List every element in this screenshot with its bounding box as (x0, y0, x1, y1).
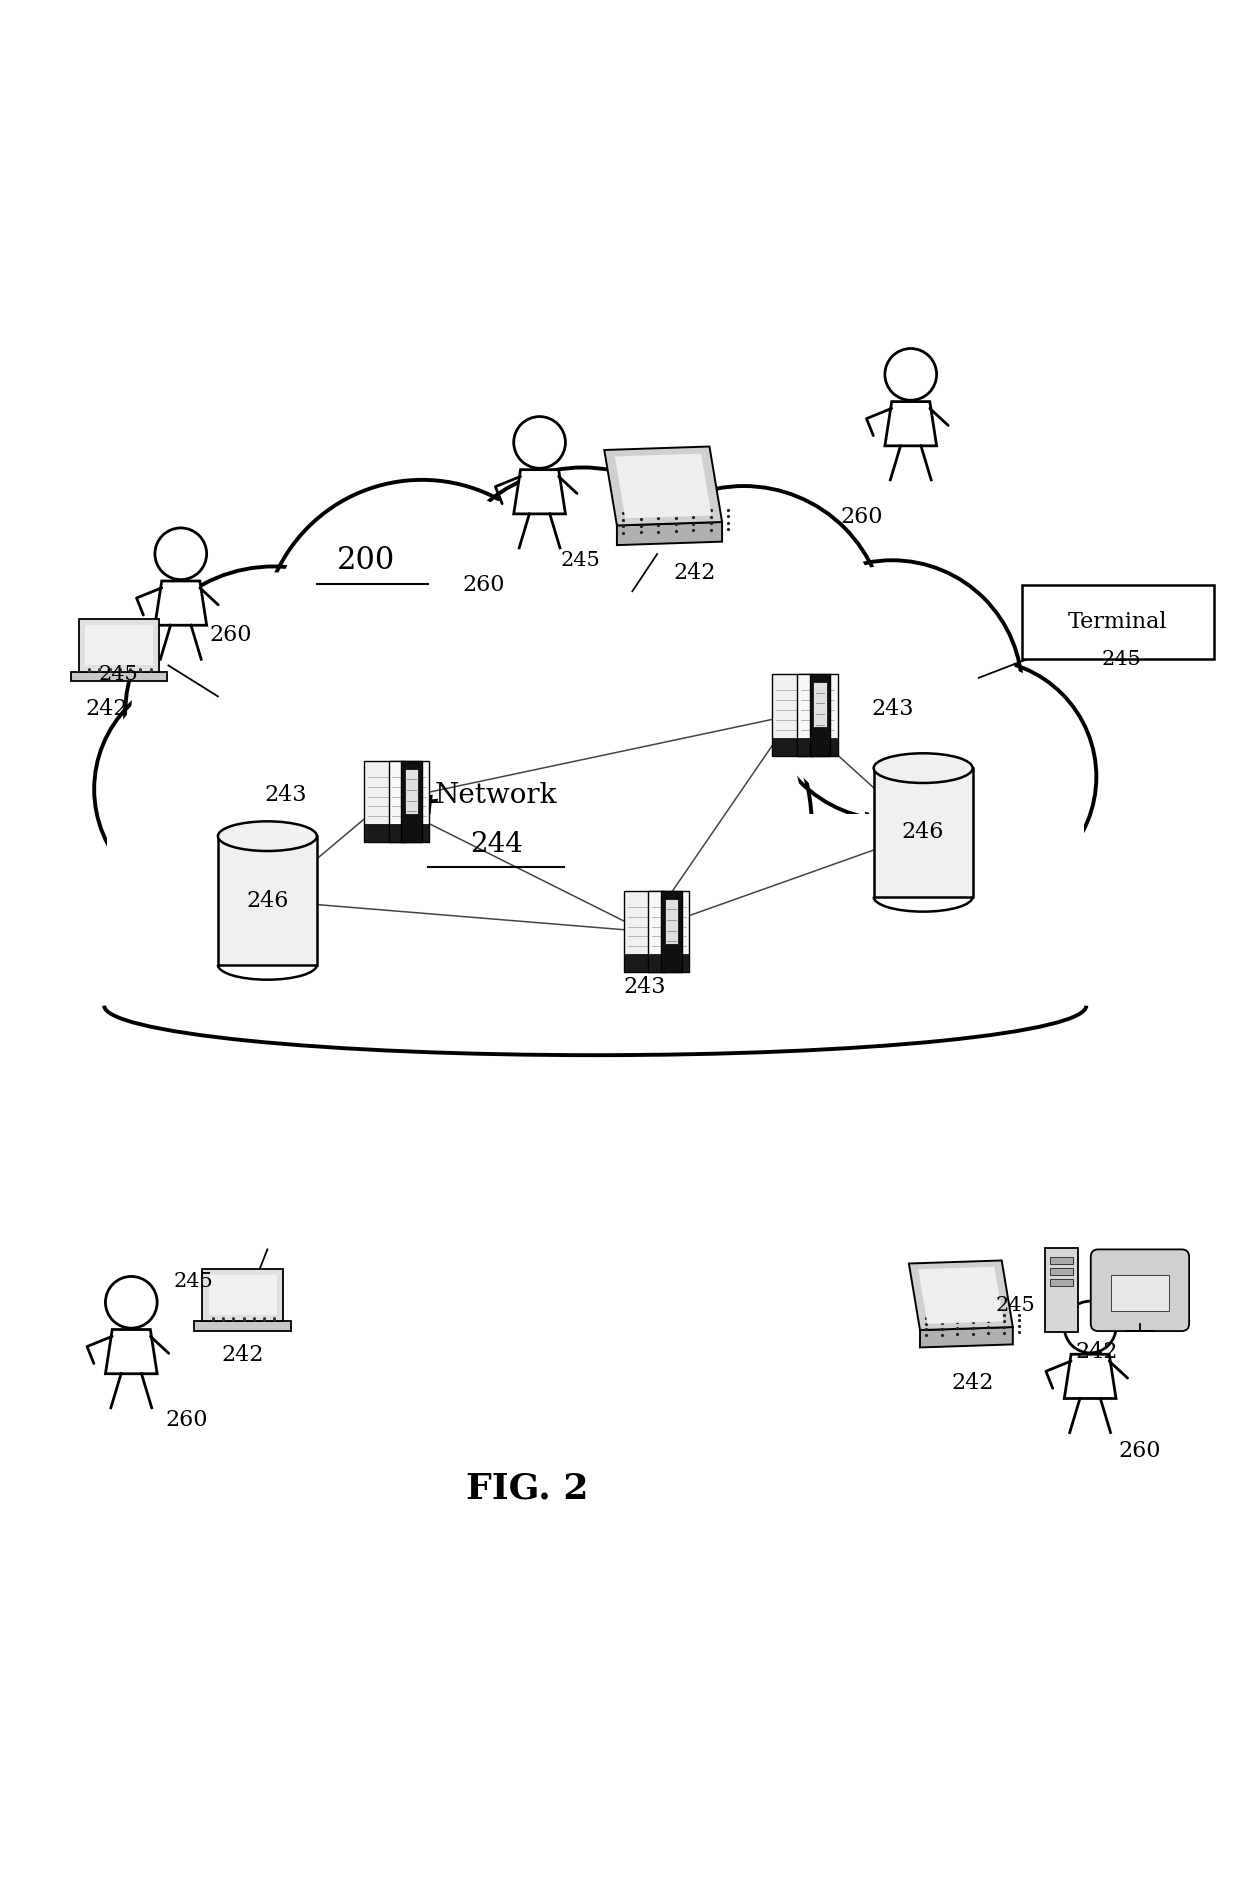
Circle shape (125, 566, 422, 863)
Circle shape (1064, 1302, 1116, 1353)
FancyBboxPatch shape (874, 768, 972, 897)
FancyBboxPatch shape (218, 836, 317, 965)
Text: 245: 245 (174, 1271, 213, 1290)
Text: 245: 245 (560, 551, 600, 570)
Circle shape (94, 671, 330, 906)
Circle shape (763, 560, 1022, 821)
Text: FIG. 2: FIG. 2 (466, 1471, 589, 1505)
FancyBboxPatch shape (365, 825, 405, 842)
FancyBboxPatch shape (649, 891, 689, 973)
Ellipse shape (874, 752, 972, 783)
FancyBboxPatch shape (773, 737, 813, 756)
FancyBboxPatch shape (405, 770, 418, 813)
FancyBboxPatch shape (1111, 1275, 1169, 1311)
Text: 245: 245 (996, 1296, 1035, 1315)
FancyBboxPatch shape (1022, 585, 1214, 659)
FancyBboxPatch shape (1050, 1256, 1073, 1264)
Circle shape (105, 1277, 157, 1328)
Circle shape (862, 659, 1096, 895)
Text: 242: 242 (1075, 1341, 1117, 1364)
Polygon shape (920, 1326, 1013, 1347)
Circle shape (99, 676, 325, 902)
FancyBboxPatch shape (810, 674, 831, 756)
Text: 243: 243 (624, 977, 666, 998)
Polygon shape (615, 454, 712, 519)
Text: 242: 242 (86, 697, 128, 720)
Circle shape (440, 473, 725, 758)
Circle shape (434, 467, 732, 764)
FancyBboxPatch shape (624, 891, 665, 973)
Text: 246: 246 (247, 889, 289, 912)
Polygon shape (604, 446, 722, 526)
Circle shape (428, 635, 812, 1018)
Polygon shape (1064, 1355, 1116, 1398)
FancyBboxPatch shape (107, 813, 1084, 1024)
FancyBboxPatch shape (208, 1275, 277, 1315)
FancyBboxPatch shape (402, 760, 422, 842)
Polygon shape (909, 1260, 1013, 1330)
Text: 260: 260 (1118, 1440, 1161, 1463)
Text: Network: Network (435, 781, 558, 809)
FancyBboxPatch shape (797, 674, 838, 756)
Text: 243: 243 (264, 785, 308, 806)
FancyBboxPatch shape (71, 671, 167, 682)
Circle shape (768, 566, 1017, 815)
Text: 260: 260 (463, 574, 505, 597)
FancyBboxPatch shape (78, 619, 159, 671)
Circle shape (131, 572, 417, 857)
FancyBboxPatch shape (797, 737, 838, 756)
FancyBboxPatch shape (1091, 1250, 1189, 1332)
Text: 242: 242 (222, 1343, 264, 1366)
FancyBboxPatch shape (365, 760, 405, 842)
Text: 260: 260 (839, 505, 883, 528)
FancyBboxPatch shape (624, 954, 665, 973)
Text: 242: 242 (673, 562, 715, 583)
FancyBboxPatch shape (813, 682, 827, 728)
Polygon shape (513, 469, 565, 513)
FancyBboxPatch shape (1050, 1267, 1073, 1275)
FancyBboxPatch shape (388, 760, 429, 842)
FancyBboxPatch shape (1050, 1279, 1073, 1286)
Circle shape (268, 486, 577, 794)
FancyBboxPatch shape (94, 826, 1096, 1037)
Text: 242: 242 (951, 1372, 993, 1395)
FancyBboxPatch shape (388, 825, 429, 842)
FancyBboxPatch shape (773, 674, 813, 756)
Circle shape (885, 348, 936, 401)
Text: Terminal: Terminal (1068, 612, 1168, 633)
Ellipse shape (218, 821, 317, 851)
FancyBboxPatch shape (202, 1269, 283, 1320)
Text: 260: 260 (166, 1410, 208, 1431)
Circle shape (513, 416, 565, 467)
Text: 245: 245 (1101, 650, 1141, 669)
Circle shape (608, 492, 880, 766)
Polygon shape (155, 581, 207, 625)
FancyBboxPatch shape (649, 954, 689, 973)
Polygon shape (885, 401, 936, 446)
FancyBboxPatch shape (1045, 1248, 1078, 1332)
FancyBboxPatch shape (195, 1320, 291, 1330)
FancyBboxPatch shape (665, 899, 678, 944)
FancyBboxPatch shape (661, 891, 682, 973)
Polygon shape (105, 1330, 157, 1374)
Text: 260: 260 (210, 623, 252, 646)
Circle shape (262, 481, 583, 802)
Text: 246: 246 (901, 821, 945, 844)
Text: 244: 244 (470, 832, 523, 859)
FancyBboxPatch shape (84, 625, 153, 665)
Text: 245: 245 (99, 665, 139, 684)
Polygon shape (618, 522, 722, 545)
Circle shape (866, 663, 1091, 889)
Text: 243: 243 (870, 697, 914, 720)
Circle shape (601, 486, 887, 771)
Text: 200: 200 (337, 545, 396, 576)
Circle shape (155, 528, 207, 580)
Polygon shape (919, 1267, 1003, 1324)
Circle shape (436, 642, 804, 1011)
